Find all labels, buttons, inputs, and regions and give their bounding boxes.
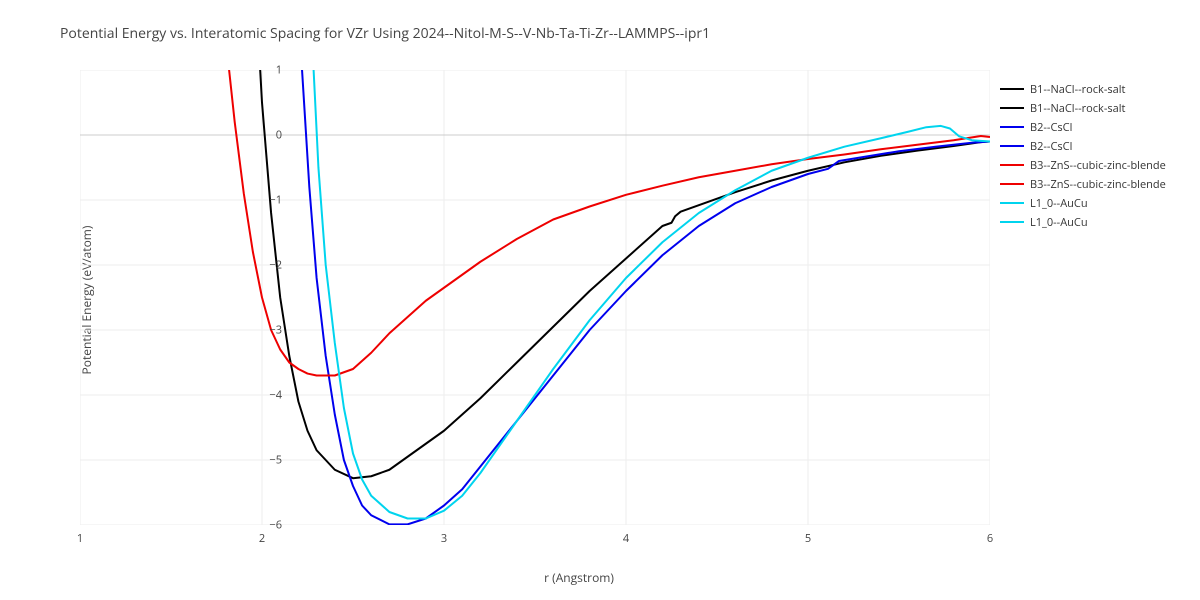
legend-item[interactable]: B1--NaCl--rock-salt [1000,80,1190,98]
legend-item[interactable]: B1--NaCl--rock-salt [1000,99,1190,117]
legend: B1--NaCl--rock-salt B1--NaCl--rock-salt B2… [1000,80,1190,232]
y-tick-label: −6 [269,518,282,533]
y-tick-label: 0 [276,128,282,143]
legend-label: B3--ZnS--cubic-zinc-blende [1030,177,1166,192]
x-axis-label: r (Angstrom) [544,569,614,586]
legend-label: B1--NaCl--rock-salt [1030,101,1125,116]
legend-swatch [1000,88,1024,90]
legend-item[interactable]: L1_0--AuCu [1000,194,1190,212]
plot-svg [80,70,990,525]
legend-label: B2--CsCl [1030,139,1072,154]
legend-item[interactable]: B3--ZnS--cubic-zinc-blende [1000,156,1190,174]
legend-swatch [1000,202,1024,204]
legend-label: L1_0--AuCu [1030,215,1088,230]
y-tick-label: −5 [269,453,282,468]
chart-container: Potential Energy vs. Interatomic Spacing… [0,0,1200,600]
legend-item[interactable]: L1_0--AuCu [1000,213,1190,231]
y-tick-label: 1 [276,63,282,78]
legend-swatch [1000,126,1024,128]
legend-label: L1_0--AuCu [1030,196,1088,211]
x-tick-label: 3 [441,531,447,546]
x-tick-label: 1 [77,531,83,546]
legend-swatch [1000,183,1024,185]
legend-label: B2--CsCl [1030,120,1072,135]
y-tick-label: −3 [269,323,282,338]
legend-swatch [1000,107,1024,109]
legend-item[interactable]: B3--ZnS--cubic-zinc-blende [1000,175,1190,193]
legend-item[interactable]: B2--CsCl [1000,118,1190,136]
plot-area [80,70,990,525]
legend-label: B1--NaCl--rock-salt [1030,82,1125,97]
legend-label: B3--ZnS--cubic-zinc-blende [1030,158,1166,173]
y-tick-label: −1 [269,193,282,208]
x-tick-label: 6 [987,531,993,546]
legend-swatch [1000,221,1024,223]
legend-swatch [1000,145,1024,147]
x-tick-label: 4 [623,531,629,546]
legend-swatch [1000,164,1024,166]
x-tick-label: 5 [805,531,811,546]
y-tick-label: −2 [269,258,282,273]
chart-title: Potential Energy vs. Interatomic Spacing… [60,24,710,43]
legend-item[interactable]: B2--CsCl [1000,137,1190,155]
y-tick-label: −4 [269,388,282,403]
x-tick-label: 2 [259,531,265,546]
